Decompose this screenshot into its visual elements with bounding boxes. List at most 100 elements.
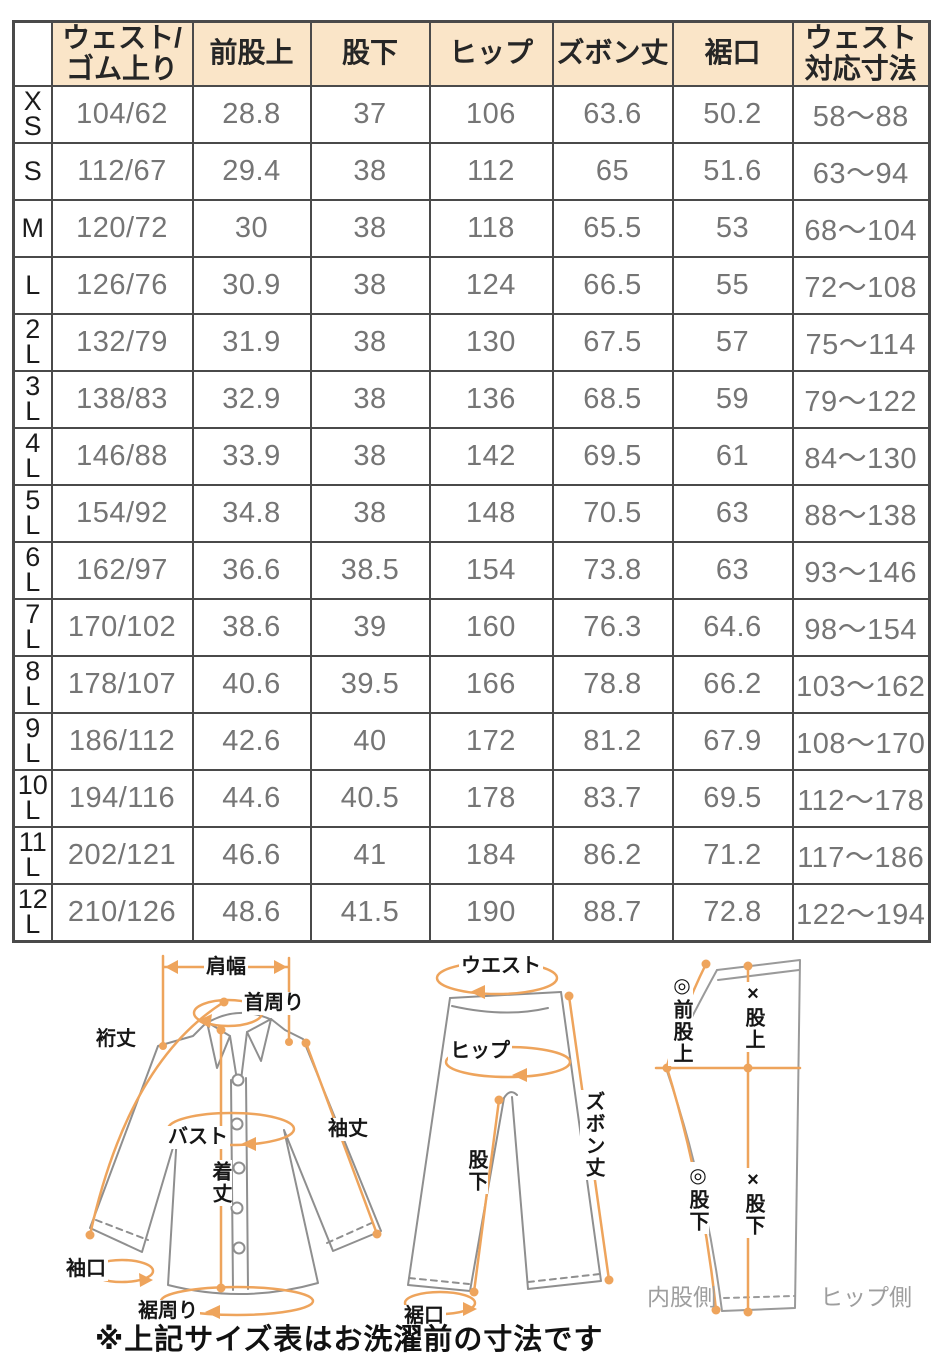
size-label: 11 L	[12, 825, 53, 885]
measurement-cell: 130	[428, 312, 554, 372]
measurement-cell: 65.5	[551, 198, 674, 258]
size-label: 2 L	[12, 312, 53, 372]
measurement-cell: 69.5	[551, 426, 674, 486]
column-header-4: ヒップ	[428, 20, 554, 87]
measurement-cell: 44.6	[191, 768, 312, 828]
size-label: 12 L	[12, 882, 53, 943]
side-rise-label: ×股上	[740, 982, 765, 1052]
measurement-cell: 51.6	[671, 141, 794, 201]
size-label: 3 L	[12, 369, 53, 429]
measurement-cell: 63〜94	[791, 141, 931, 201]
measurement-cell: 132/79	[50, 312, 194, 372]
measurement-cell: 210/126	[50, 882, 194, 943]
measurement-cell: 88.7	[551, 882, 674, 943]
shirt-shoulder-width-label: 肩幅	[204, 956, 248, 979]
measurement-cell: 184	[428, 825, 554, 885]
measurement-cell: 41.5	[309, 882, 431, 943]
measurement-cell: 63	[671, 540, 794, 600]
measurement-cell: 48.6	[191, 882, 312, 943]
shirt-bust-label: バスト	[166, 1126, 230, 1149]
table-row: 9 L 186/112 42.6 40 172 81.2 67.9 108〜170	[12, 711, 931, 771]
pants-hip-label: ヒップ	[448, 1040, 512, 1063]
measurement-cell: 40	[309, 711, 431, 771]
measurement-cell: 106	[428, 84, 554, 144]
measurement-cell: 93〜146	[791, 540, 931, 600]
measurement-cell: 117〜186	[791, 825, 931, 885]
measurement-cell: 124	[428, 255, 554, 315]
measurement-cell: 66.2	[671, 654, 794, 714]
measurement-cell: 61	[671, 426, 794, 486]
shirt-measure-marks	[85, 960, 382, 1319]
measurement-cell: 170/102	[50, 597, 194, 657]
measurement-cell: 142	[428, 426, 554, 486]
measurement-cell: 63	[671, 483, 794, 543]
measurement-cell: 98〜154	[791, 597, 931, 657]
measurement-cell: 59	[671, 369, 794, 429]
measurement-cell: 84〜130	[791, 426, 931, 486]
size-label: 5 L	[12, 483, 53, 543]
measurement-cell: 57	[671, 312, 794, 372]
measurement-cell: 122〜194	[791, 882, 931, 943]
pants-waist-label: ウエスト	[459, 955, 543, 978]
measurement-cell: 68〜104	[791, 198, 931, 258]
size-table-header: ウェスト/ ゴム上り 前股上 股下 ヒップ ズボン丈 裾口 ウェスト 対応寸法	[12, 20, 931, 87]
measurement-cell: 29.4	[191, 141, 312, 201]
measurement-cell: 73.8	[551, 540, 674, 600]
pants-diagram	[407, 991, 602, 1292]
measurement-cell: 50.2	[671, 84, 794, 144]
size-label: 9 L	[12, 711, 53, 771]
measurement-cell: 104/62	[50, 84, 194, 144]
size-label: M	[12, 198, 53, 258]
pants-inseam-label: 股下	[463, 1148, 488, 1194]
table-row: S 112/67 29.4 38 112 65 51.6 63〜94	[12, 141, 931, 201]
column-header-3: 股下	[309, 20, 431, 87]
measurement-cell: 88〜138	[791, 483, 931, 543]
measurement-cell: 162/97	[50, 540, 194, 600]
measurement-cell: 126/76	[50, 255, 194, 315]
size-table-body: X S 104/62 28.8 37 106 63.6 50.2 58〜88 S 112/67 29…	[12, 84, 931, 943]
measurement-cell: 112	[428, 141, 554, 201]
column-header-5: ズボン丈	[551, 20, 674, 87]
measurement-cell: 83.7	[551, 768, 674, 828]
pants-length-label: ズボン丈	[580, 1090, 605, 1180]
measurement-cell: 55	[671, 255, 794, 315]
pants-hem-label: 裾口	[402, 1305, 446, 1328]
measurement-cell: 53	[671, 198, 794, 258]
table-row: 11 L 202/121 46.6 41 184 86.2 71.2 117〜186	[12, 825, 931, 885]
measurement-cell: 108〜170	[791, 711, 931, 771]
table-row: 3 L 138/83 32.9 38 136 68.5 59 79〜122	[12, 369, 931, 429]
table-row: 12 L 210/126 48.6 41.5 190 88.7 72.8 122〜194	[12, 882, 931, 943]
side-measure-marks	[662, 959, 753, 1317]
table-row: 4 L 146/88 33.9 38 142 69.5 61 84〜130	[12, 426, 931, 486]
side-hip-side-label: ヒップ側	[820, 1284, 912, 1310]
measurement-cell: 112〜178	[791, 768, 931, 828]
measurement-cell: 67.5	[551, 312, 674, 372]
size-label: 7 L	[12, 597, 53, 657]
measurement-cell: 37	[309, 84, 431, 144]
measurement-cell: 28.8	[191, 84, 312, 144]
measurement-cell: 66.5	[551, 255, 674, 315]
measurement-cell: 69.5	[671, 768, 794, 828]
table-row: 5 L 154/92 34.8 38 148 70.5 63 88〜138	[12, 483, 931, 543]
shirt-hem-around-label: 裾周り	[136, 1300, 200, 1323]
measurement-cell: 33.9	[191, 426, 312, 486]
column-header-2: 前股上	[191, 20, 312, 87]
measurement-cell: 46.6	[191, 825, 312, 885]
measurement-cell: 32.9	[191, 369, 312, 429]
measurement-cell: 31.9	[191, 312, 312, 372]
measurement-cell: 86.2	[551, 825, 674, 885]
measurement-cell: 76.3	[551, 597, 674, 657]
measurement-cell: 67.9	[671, 711, 794, 771]
size-label: X S	[12, 84, 53, 144]
column-header-1: ウェスト/ ゴム上り	[50, 20, 194, 87]
measurement-cell: 148	[428, 483, 554, 543]
measurement-cell: 81.2	[551, 711, 674, 771]
measurement-cell: 38.5	[309, 540, 431, 600]
pants-measure-marks	[463, 985, 614, 1316]
measurement-cell: 172	[428, 711, 554, 771]
measurement-cell: 72〜108	[791, 255, 931, 315]
measurement-cell: 79〜122	[791, 369, 931, 429]
measurement-cell: 202/121	[50, 825, 194, 885]
table-row: M 120/72 30 38 118 65.5 53 68〜104	[12, 198, 931, 258]
